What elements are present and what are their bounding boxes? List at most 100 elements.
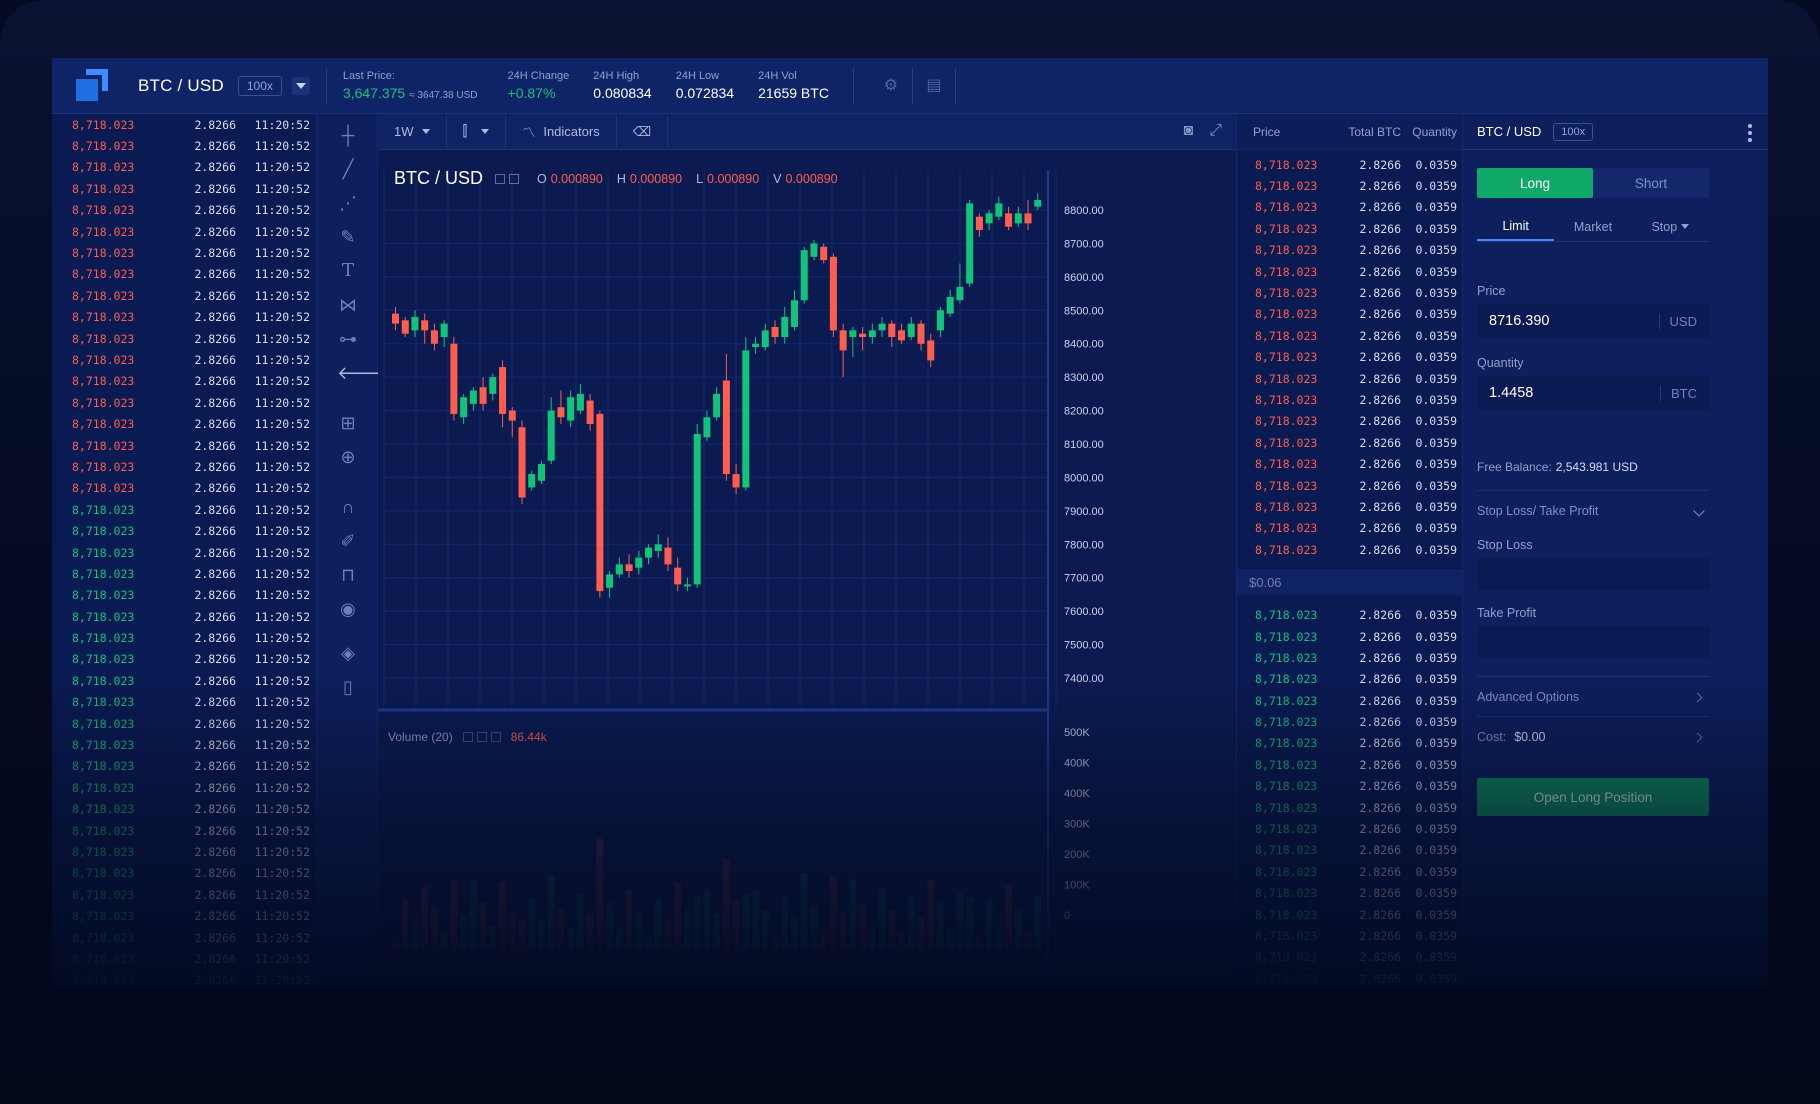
close-square-icon[interactable] <box>490 732 501 742</box>
book-row[interactable]: 8,718.023 2.8266 0.0359 <box>1237 261 1462 282</box>
trade-price: 8,718.023 <box>72 973 135 988</box>
book-row[interactable]: 8,718.023 2.8266 0.0359 <box>1237 947 1462 968</box>
price-input[interactable]: 8716.390 USD <box>1477 304 1709 338</box>
fib-icon[interactable]: ⋰ <box>339 193 357 213</box>
book-row[interactable]: 8,718.023 2.8266 0.0359 <box>1237 647 1462 668</box>
book-row[interactable]: 8,718.023 2.8266 0.0359 <box>1237 282 1462 303</box>
trade-row: 8,718.023 2.8266 11:20:52 <box>52 670 316 691</box>
magnet-icon[interactable]: ∩ <box>341 497 355 517</box>
open-long-position-button[interactable]: Open Long Position <box>1477 778 1709 816</box>
crosshair-icon[interactable]: ┼ <box>341 125 355 145</box>
book-row[interactable]: 8,718.023 2.8266 0.0359 <box>1237 518 1462 539</box>
book-row[interactable]: 8,718.023 2.8266 0.0359 <box>1237 496 1462 517</box>
ruler-icon[interactable]: ⊞ <box>340 413 356 433</box>
book-row[interactable]: 8,718.023 2.8266 0.0359 <box>1237 669 1462 690</box>
close-square-icon[interactable] <box>509 173 520 184</box>
quantity-input[interactable]: 1.4458 BTC <box>1477 376 1709 410</box>
book-price: 8,718.023 <box>1255 392 1318 407</box>
trash-icon[interactable]: ▯ <box>343 677 353 697</box>
config-square-icon[interactable] <box>476 732 487 742</box>
book-row[interactable]: 8,718.023 2.8266 0.0359 <box>1237 690 1462 711</box>
book-row[interactable]: 8,718.023 2.8266 0.0359 <box>1237 368 1462 389</box>
book-row[interactable]: 8,718.023 2.8266 0.0359 <box>1237 626 1462 647</box>
book-row[interactable]: 8,718.023 2.8266 0.0359 <box>1237 818 1462 839</box>
book-row[interactable]: 8,718.023 2.8266 0.0359 <box>1237 604 1462 625</box>
legend-o-label: O <box>537 171 547 186</box>
camera-icon[interactable]: ◙ <box>1183 122 1194 139</box>
trade-time: 11:20:52 <box>254 695 310 710</box>
trade-time: 11:20:52 <box>254 438 310 453</box>
chart-canvas[interactable]: 8800.00 8700.00 8600.00 8500.00 8400.00 8300.… <box>378 150 1236 988</box>
unlock-icon[interactable]: ⊓ <box>340 565 356 585</box>
tab-limit[interactable]: Limit <box>1477 212 1555 241</box>
book-row[interactable]: 8,718.023 2.8266 0.0359 <box>1237 776 1462 797</box>
eraser-button[interactable]: ⌫ <box>617 113 669 150</box>
text-tool-icon[interactable]: T <box>341 260 354 281</box>
book-row[interactable]: 8,718.023 2.8266 0.0359 <box>1237 904 1462 925</box>
book-price: 8,718.023 <box>1255 800 1318 815</box>
book-row[interactable]: 8,718.023 2.8266 0.0359 <box>1237 539 1462 560</box>
book-row[interactable]: 8,718.023 2.8266 0.0359 <box>1237 925 1462 946</box>
book-row[interactable]: 8,718.023 2.8266 0.0359 <box>1237 411 1462 432</box>
sltp-toggle[interactable]: Stop Loss/ Take Profit <box>1477 504 1709 518</box>
layers-icon[interactable]: ◈ <box>341 643 355 663</box>
book-row[interactable]: 8,718.023 2.8266 0.0359 <box>1237 218 1462 239</box>
trade-row: 8,718.023 2.8266 11:20:52 <box>52 756 316 777</box>
more-icon[interactable] <box>1748 124 1752 145</box>
book-row[interactable]: 8,718.023 2.8266 0.0359 <box>1237 325 1462 346</box>
settings-square-icon[interactable] <box>495 173 506 184</box>
book-row[interactable]: 8,718.023 2.8266 0.0359 <box>1237 175 1462 196</box>
book-row[interactable]: 8,718.023 2.8266 0.0359 <box>1237 968 1462 988</box>
book-row[interactable]: 8,718.023 2.8266 0.0359 <box>1237 754 1462 775</box>
candle-body <box>576 393 584 411</box>
book-row[interactable]: 8,718.023 2.8266 0.0359 <box>1237 475 1462 496</box>
clipboard-icon[interactable]: ▤ <box>926 76 942 94</box>
volume-bar <box>683 910 691 950</box>
book-price: 8,718.023 <box>1255 179 1318 194</box>
sltp-label: Stop Loss/ Take Profit <box>1477 504 1599 518</box>
book-row[interactable]: 8,718.023 2.8266 0.0359 <box>1237 883 1462 904</box>
lock-drawing-icon[interactable]: ✐ <box>340 531 356 551</box>
book-row[interactable]: 8,718.023 2.8266 0.0359 <box>1237 240 1462 261</box>
long-button[interactable]: Long <box>1477 168 1593 198</box>
book-row[interactable]: 8,718.023 2.8266 0.0359 <box>1237 861 1462 882</box>
book-row[interactable]: 8,718.023 2.8266 0.0359 <box>1237 197 1462 218</box>
candle-body <box>664 547 672 565</box>
book-total: 2.8266 <box>1359 221 1401 236</box>
zoom-in-icon[interactable]: ⊕ <box>340 447 356 467</box>
chevron-down-icon[interactable] <box>291 76 310 95</box>
interval-select[interactable]: 1W <box>378 113 447 150</box>
book-row[interactable]: 8,718.023 2.8266 0.0359 <box>1237 347 1462 368</box>
panel-leverage[interactable]: 100x <box>1553 122 1594 141</box>
volume-bar <box>469 880 477 950</box>
advanced-options-row[interactable]: Advanced Options <box>1477 690 1709 704</box>
measure-icon[interactable]: ⊶ <box>339 329 357 349</box>
gear-icon[interactable]: ⚙ <box>883 76 899 94</box>
short-button[interactable]: Short <box>1593 168 1709 198</box>
book-row[interactable]: 8,718.023 2.8266 0.0359 <box>1237 711 1462 732</box>
book-row[interactable]: 8,718.023 2.8266 0.0359 <box>1237 432 1462 453</box>
eye-icon[interactable]: ◉ <box>340 599 356 619</box>
book-row[interactable]: 8,718.023 2.8266 0.0359 <box>1237 733 1462 754</box>
leverage-badge[interactable]: 100x <box>237 75 282 96</box>
trend-line-icon[interactable]: ╱ <box>342 159 354 179</box>
cost-row[interactable]: Cost: $0.00 <box>1477 730 1709 744</box>
book-row[interactable]: 8,718.023 2.8266 0.0359 <box>1237 453 1462 474</box>
book-row[interactable]: 8,718.023 2.8266 0.0359 <box>1237 304 1462 325</box>
book-row[interactable]: 8,718.023 2.8266 0.0359 <box>1237 797 1462 818</box>
brush-icon[interactable]: ✎ <box>340 227 356 247</box>
take-profit-input[interactable] <box>1477 626 1709 658</box>
book-row[interactable]: 8,718.023 2.8266 0.0359 <box>1237 389 1462 410</box>
chart-type-select[interactable]: ⫿ <box>447 113 507 150</box>
tab-market[interactable]: Market <box>1573 219 1613 234</box>
book-row[interactable]: 8,718.023 2.8266 0.0359 <box>1237 840 1462 861</box>
tab-stop[interactable]: Stop <box>1632 212 1709 241</box>
stop-loss-input[interactable] <box>1477 558 1709 590</box>
chart-actions: ◙ ⤢ <box>1184 122 1222 140</box>
arrow-left-icon[interactable]: 🡐 <box>337 363 386 383</box>
settings-square-icon[interactable] <box>462 732 473 742</box>
fullscreen-icon[interactable]: ⤢ <box>1209 122 1222 139</box>
pattern-icon[interactable]: ⋈ <box>339 295 357 315</box>
book-row[interactable]: 8,718.023 2.8266 0.0359 <box>1237 154 1462 175</box>
indicators-button[interactable]: 〽 Indicators <box>506 113 617 150</box>
